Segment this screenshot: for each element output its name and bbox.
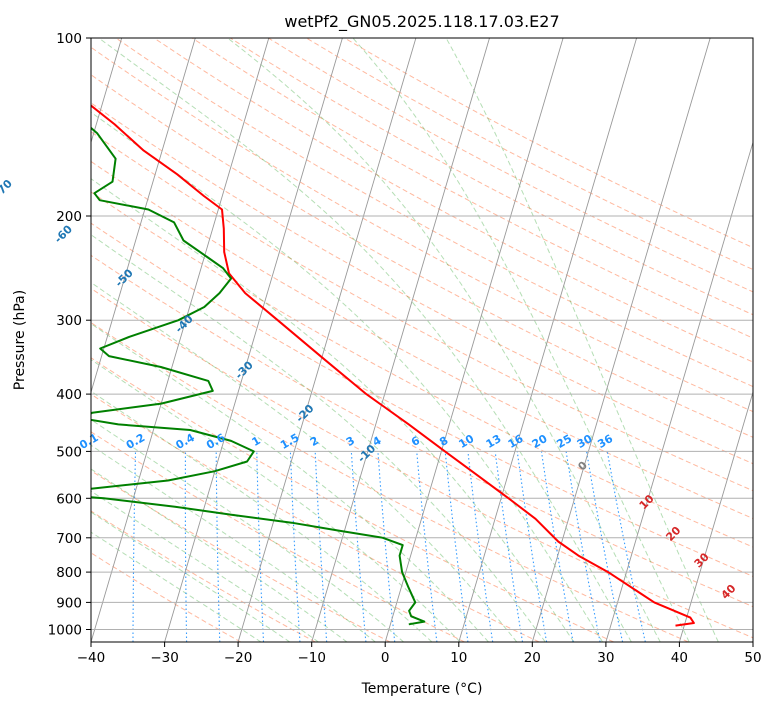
moist-adiabat — [91, 468, 348, 642]
x-tick-label: 20 — [524, 650, 541, 666]
y-tick-label: 300 — [56, 313, 82, 329]
moist-adiabat — [91, 234, 546, 642]
moist-adiabat — [352, 38, 690, 642]
y-tick-label: 900 — [56, 595, 82, 611]
y-tick-label: 1000 — [48, 623, 82, 639]
dry-adiabat — [91, 470, 391, 642]
y-tick-label: 400 — [56, 387, 82, 403]
mixing-ratio-line — [416, 451, 438, 642]
x-tick-label: −40 — [77, 650, 106, 666]
x-axis: −40 −30 −20 −10 0 10 20 30 40 50 — [77, 642, 762, 666]
dry-adiabat — [306, 38, 753, 271]
dry-adiabat — [91, 510, 316, 642]
y-tick-label: 500 — [56, 444, 82, 460]
x-tick-label: 40 — [671, 650, 688, 666]
dry-adiabat — [91, 102, 753, 465]
dry-adiabat — [91, 393, 540, 642]
isotherm-line — [237, 38, 417, 642]
y-tick-label: 700 — [56, 531, 82, 547]
dry-adiabat — [344, 38, 753, 249]
dry-adiabat — [91, 222, 753, 577]
isotherm-line — [91, 38, 270, 642]
x-tick-label: −20 — [224, 650, 253, 666]
dry-adiabat — [91, 74, 753, 438]
moist-adiabat — [91, 358, 461, 642]
moist-adiabat — [91, 323, 489, 642]
isotherm-line — [311, 38, 490, 642]
mixing-ratio-line — [494, 451, 524, 642]
isotherm-line — [384, 38, 564, 642]
moist-adiabat — [91, 111, 604, 642]
background-lines — [91, 38, 753, 642]
chart-title: wetPf2_GN05.2025.118.17.03.E27 — [284, 12, 559, 32]
isotherm-line — [678, 390, 753, 642]
moist-adiabat — [91, 444, 376, 642]
y-tick-label: 200 — [56, 209, 82, 225]
dry-adiabat — [191, 38, 753, 339]
dry-adiabat — [91, 191, 753, 548]
moist-adiabat — [227, 38, 661, 642]
y-tick-label: 800 — [56, 565, 82, 581]
mixing-ratio-line — [516, 451, 548, 642]
isotherm-line — [458, 38, 638, 642]
moist-adiabat — [91, 490, 319, 642]
dry-adiabat — [91, 46, 753, 413]
series-layer — [91, 104, 695, 627]
x-tick-label: −30 — [150, 650, 179, 666]
mixing-ratio-line — [377, 451, 396, 642]
moist-adiabat — [91, 390, 433, 642]
mixing-ratio-line — [467, 451, 494, 642]
x-tick-label: 0 — [381, 650, 390, 666]
x-tick-label: 30 — [597, 650, 614, 666]
moist-adiabat — [91, 281, 518, 642]
moist-adiabat — [91, 419, 404, 642]
moist-adiabat — [91, 511, 291, 642]
mixing-ratio-line — [606, 451, 646, 642]
plot-frame — [90, 37, 754, 643]
isotherm-line — [91, 38, 123, 144]
temperature-profile — [91, 104, 695, 627]
y-axis: 100 200 300 400 500 600 700 800 900 1000 — [48, 31, 91, 639]
x-axis-label: Temperature (°C) — [361, 681, 483, 697]
dry-adiabat — [91, 431, 465, 642]
y-axis-label: Pressure (hPa) — [12, 290, 28, 390]
x-tick-label: 10 — [450, 650, 467, 666]
y-tick-label: 600 — [56, 491, 82, 507]
dry-adiabat — [230, 38, 753, 316]
dry-adiabat — [115, 38, 753, 388]
dry-adiabat — [91, 287, 753, 639]
isotherm-line — [91, 38, 196, 394]
y-tick-label: 100 — [56, 31, 82, 47]
mixing-ratio-line — [444, 451, 469, 642]
isotherm-line — [164, 38, 343, 642]
dewpoint-profile — [91, 126, 426, 626]
isotherm-line — [531, 38, 711, 642]
isotherm-line — [605, 140, 753, 642]
x-tick-label: −10 — [297, 650, 326, 666]
dry-adiabat — [91, 254, 753, 608]
moist-adiabat — [445, 38, 719, 642]
x-tick-label: 50 — [744, 650, 761, 666]
moist-adiabat — [98, 38, 632, 642]
